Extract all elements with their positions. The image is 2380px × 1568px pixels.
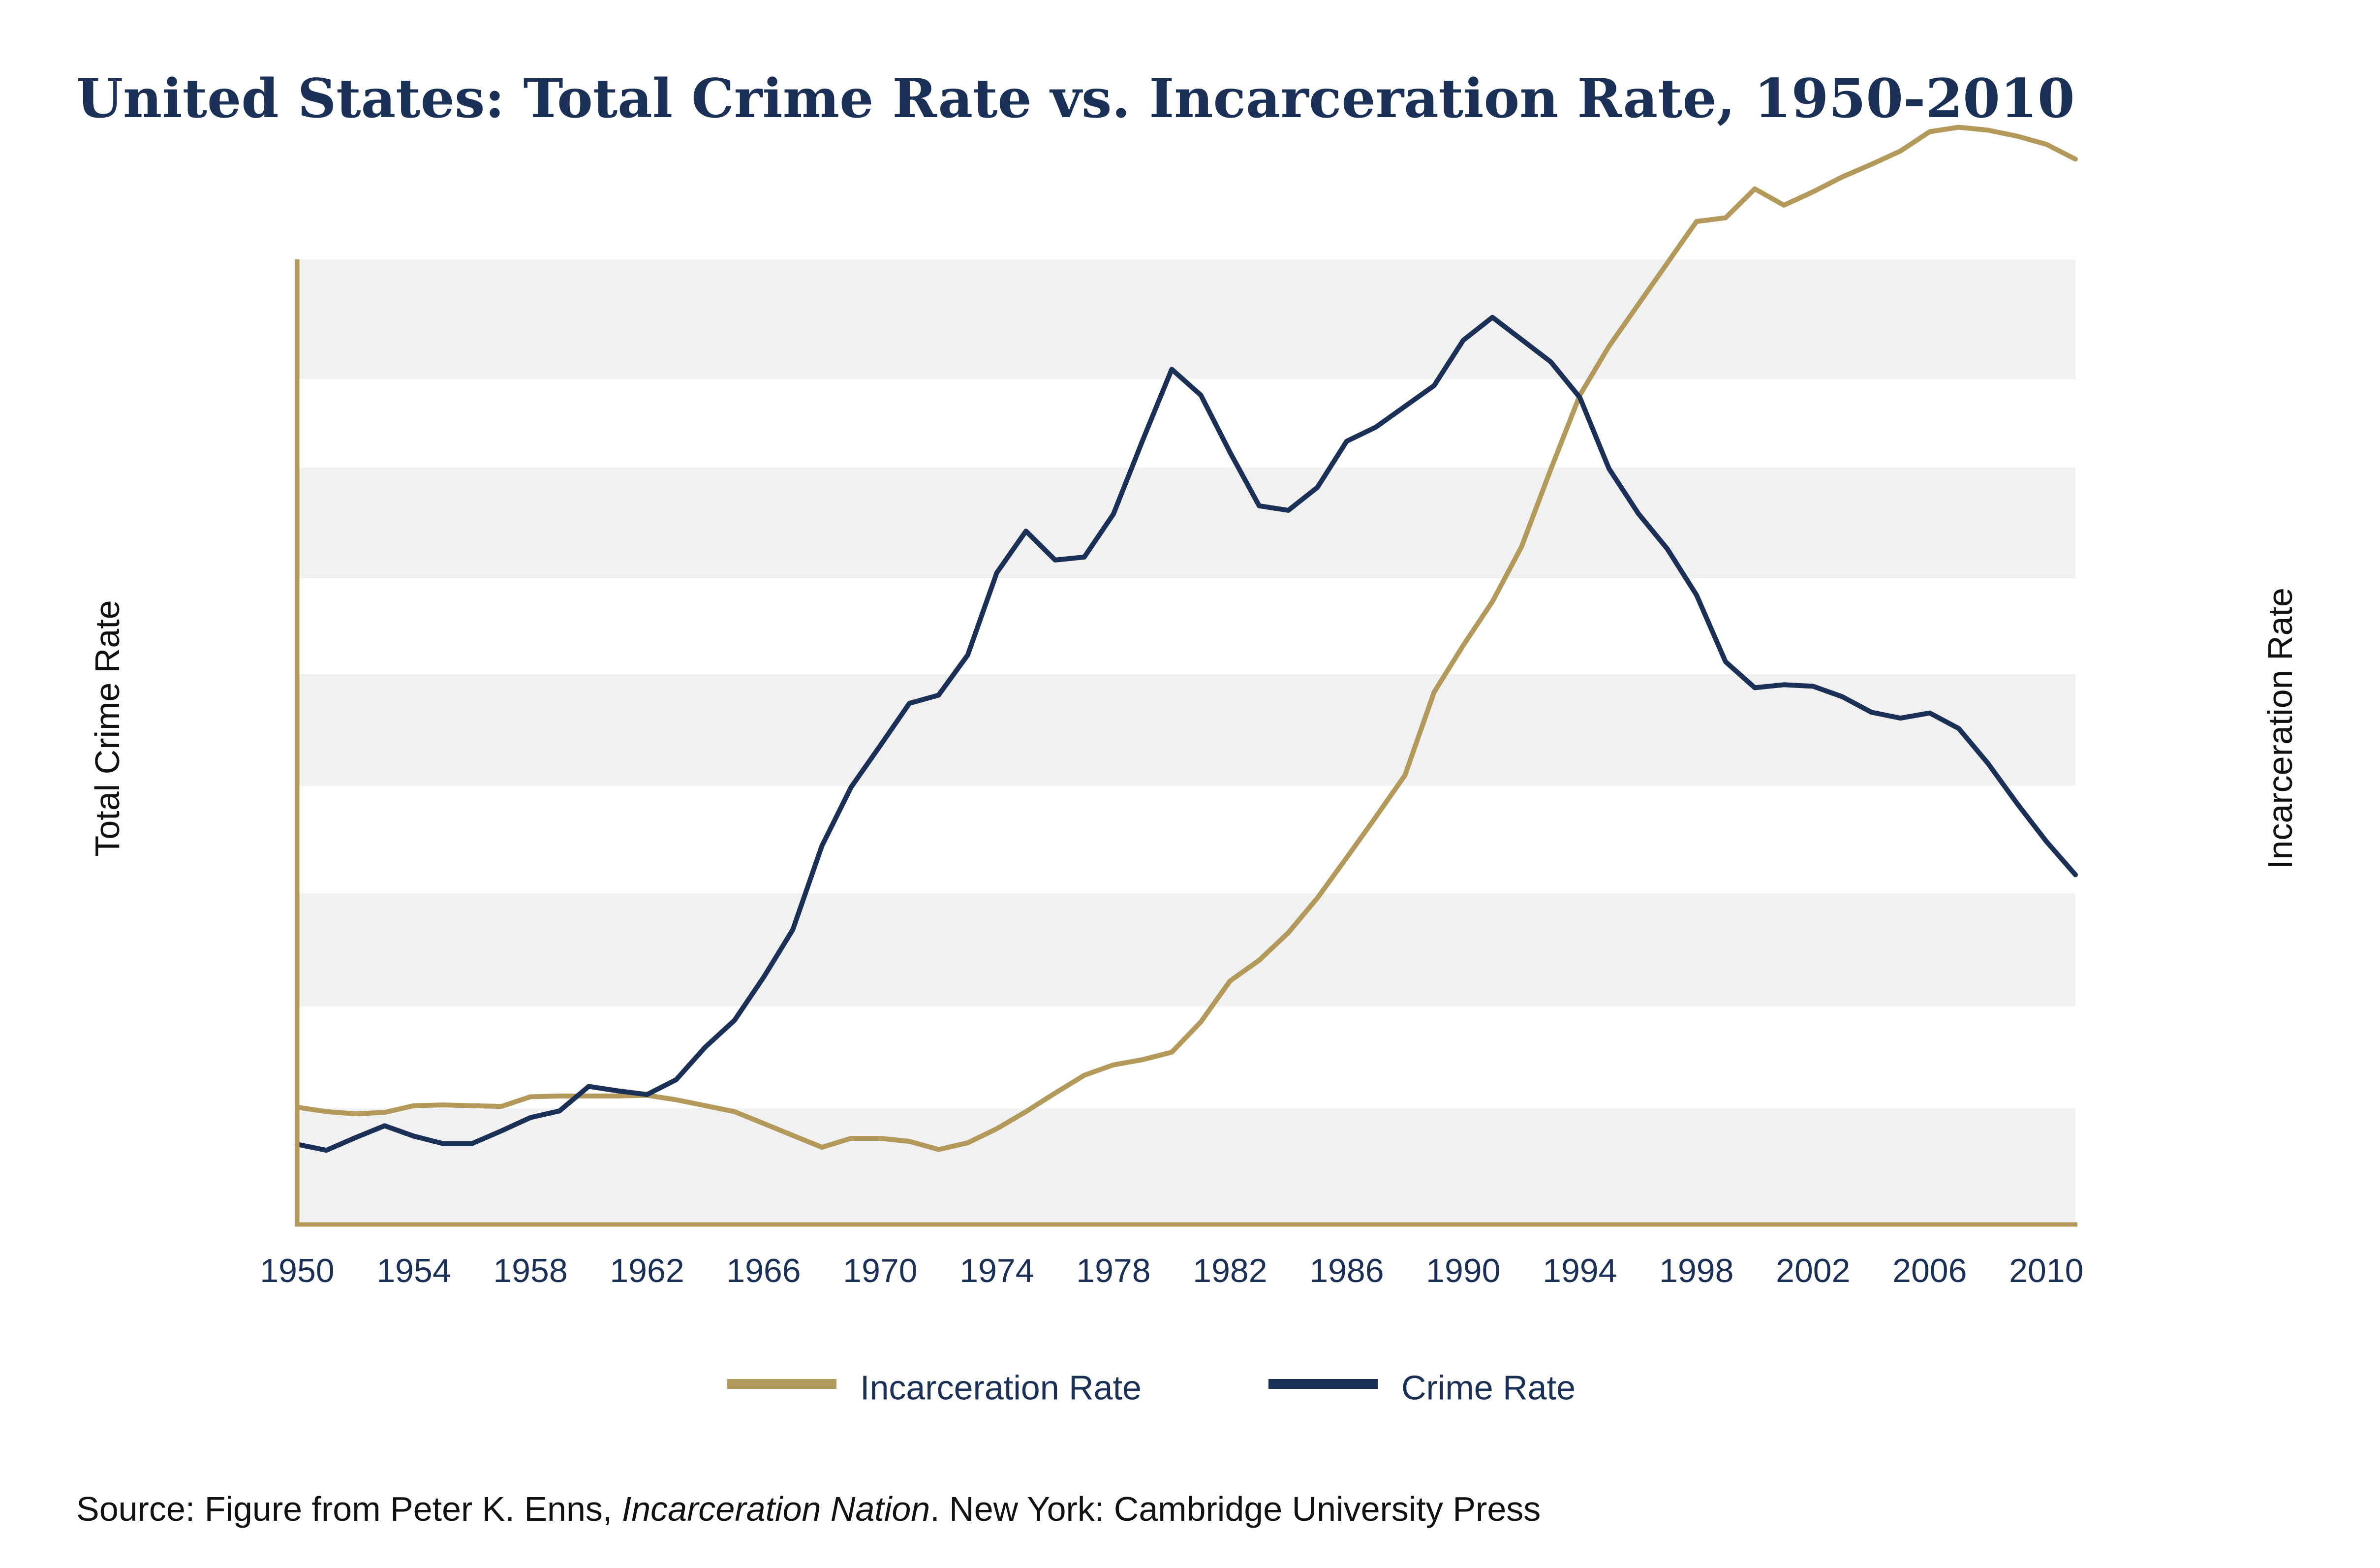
x-tick-label: 2006 (1892, 1252, 1967, 1289)
source-suffix: . New York: Cambridge University Press (930, 1490, 1541, 1528)
x-tick-label: 1986 (1309, 1252, 1384, 1289)
grid-band (297, 893, 2075, 1006)
series-lines (295, 125, 2078, 1153)
x-tick-label: 1962 (610, 1252, 684, 1289)
x-tick-label: 1950 (260, 1252, 334, 1289)
y-axis-left-label: Total Crime Rate (88, 600, 126, 856)
source-book-title: Incarceration Nation (622, 1490, 930, 1528)
grid-band (297, 468, 2075, 578)
chart-title: United States: Total Crime Rate vs. Inca… (76, 67, 2075, 130)
incarceration-rate-line (295, 125, 2078, 1152)
grid-band (297, 259, 2075, 379)
x-tick-label: 2010 (2009, 1252, 2083, 1289)
x-tick-label: 2002 (1776, 1252, 1850, 1289)
x-tick-label: 1982 (1193, 1252, 1267, 1289)
x-tick-label: 1974 (959, 1252, 1034, 1289)
grid-band (297, 674, 2075, 786)
x-axis-ticks: 1950 1954 1958 1962 1966 1970 1974 1978 1982 1986… (260, 1252, 2083, 1289)
legend: Incarceration Rate Crime Rate (727, 1368, 1576, 1407)
x-tick-label: 1978 (1076, 1252, 1150, 1289)
x-tick-label: 1958 (493, 1252, 567, 1289)
source-prefix: Source: Figure from Peter K. Enns, (76, 1490, 622, 1528)
x-tick-label: 1990 (1426, 1252, 1500, 1289)
legend-label-crime: Crime Rate (1401, 1368, 1576, 1407)
y-axis-right-label: Incarceration Rate (2261, 588, 2299, 869)
x-tick-label: 1994 (1543, 1252, 1617, 1289)
grid-bands (297, 259, 2075, 1224)
crime-rate-line (295, 314, 2078, 1153)
grid-band (297, 1108, 2075, 1224)
source-note: Source: Figure from Peter K. Enns, Incar… (76, 1490, 1541, 1528)
x-tick-label: 1970 (843, 1252, 917, 1289)
x-tick-label: 1954 (376, 1252, 451, 1289)
legend-label-incarceration: Incarceration Rate (860, 1368, 1142, 1407)
x-tick-label: 1998 (1659, 1252, 1733, 1289)
x-tick-label: 1966 (726, 1252, 801, 1289)
